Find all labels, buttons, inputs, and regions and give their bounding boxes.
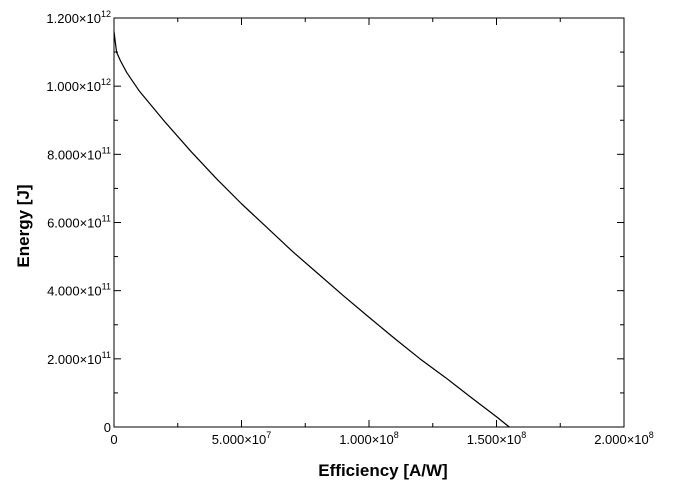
x-tick-label: 1.000×108	[339, 430, 399, 447]
y-tick-label: 2.000×1011	[47, 350, 111, 367]
y-tick-label: 6.000×1011	[47, 214, 111, 231]
x-tick-label: 0	[110, 432, 117, 447]
y-tick-label: 1.200×1012	[46, 9, 111, 26]
x-ticks	[113, 18, 625, 427]
y-tick-label: 1.000×1012	[46, 77, 111, 94]
y-tick-label: 4.000×1011	[47, 282, 111, 299]
y-tick-labels: 0 2.000×1011 4.000×1011 6.000×1011 8.000×101…	[46, 9, 111, 435]
y-ticks	[114, 17, 624, 428]
plot-frame	[113, 17, 625, 428]
x-tick-label: 2.000×108	[594, 430, 654, 447]
series-line-0	[113, 31, 510, 428]
x-axis-title: Efficiency [A/W]	[318, 461, 447, 480]
plot-area-border	[113, 17, 625, 428]
y-tick-label: 8.000×1011	[47, 145, 111, 162]
y-axis-title: Energy [J]	[14, 184, 33, 267]
x-tick-labels: 0 5.000×107 1.000×108 1.500×108 2.000×108	[110, 430, 653, 447]
y-tick-label: 0	[104, 420, 111, 435]
series-lines	[113, 31, 510, 428]
x-tick-label: 5.000×107	[212, 430, 272, 447]
x-tick-label: 1.500×108	[467, 430, 527, 447]
